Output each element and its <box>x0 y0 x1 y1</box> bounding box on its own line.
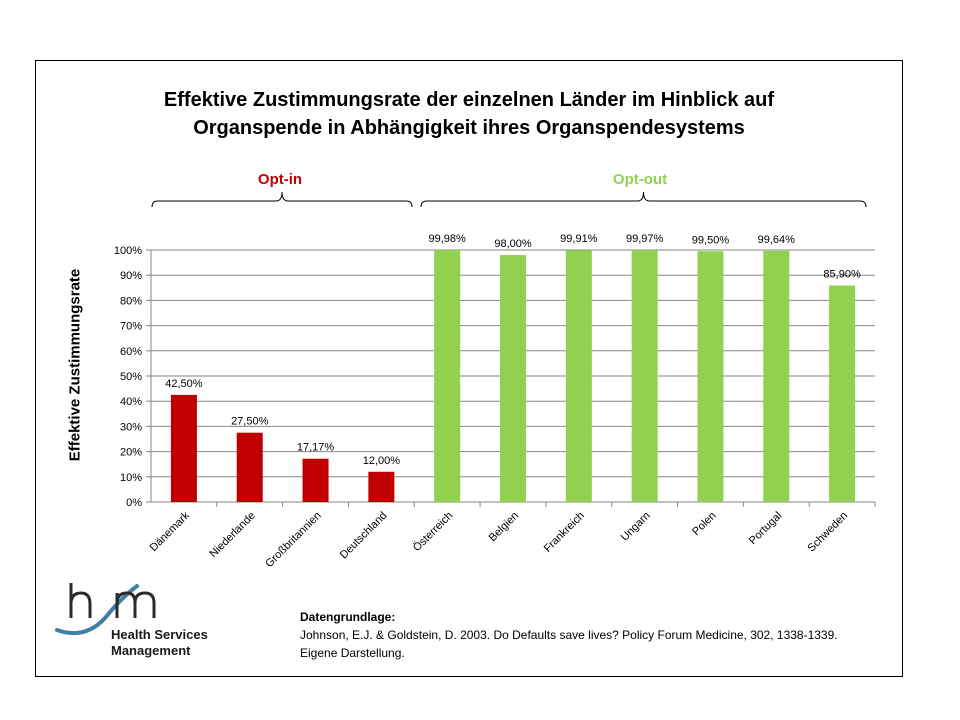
y-tick-label: 20% <box>120 447 142 459</box>
bar-Niederlande <box>236 432 263 502</box>
x-tick-label: Ungarn <box>619 510 653 544</box>
x-tick-label: Niederlande <box>207 510 257 560</box>
data-label: 99,50% <box>692 234 730 246</box>
logo-text: Health Services Management <box>111 627 208 659</box>
y-tick-label: 0% <box>126 497 142 509</box>
y-tick-label: 60% <box>120 346 142 358</box>
y-tick-label: 80% <box>120 295 142 307</box>
data-label: 98,00% <box>494 238 532 250</box>
data-label: 99,91% <box>560 233 598 245</box>
bar-Österreich <box>434 250 461 502</box>
data-label: 99,97% <box>626 233 664 245</box>
source-note: Datengrundlage: Johnson, E.J. & Goldstei… <box>300 608 838 662</box>
x-tick-label: Großbritannien <box>263 510 323 570</box>
logo-text-line-2: Management <box>111 643 191 658</box>
chart-title-line-1: Effektive Zustimmungsrate der einzelnen … <box>163 89 775 111</box>
bar-Frankreich <box>565 250 592 502</box>
data-label: 42,50% <box>165 378 203 390</box>
bar-Polen <box>697 251 724 502</box>
chart-title: Effektive Zustimmungsrate der einzelnen … <box>35 86 903 142</box>
data-label: 12,00% <box>363 455 401 467</box>
data-label: 85,90% <box>823 269 861 281</box>
brace-opt-out <box>420 191 867 208</box>
y-tick-label: 40% <box>120 396 142 408</box>
bar-Ungarn <box>631 250 658 502</box>
data-label: 17,17% <box>297 442 335 454</box>
x-tick-label: Portugal <box>747 510 784 547</box>
bar-Portugal <box>763 250 790 502</box>
bar-Deutschland <box>368 471 395 502</box>
source-citation: Johnson, E.J. & Goldstein, D. 2003. Do D… <box>300 628 838 642</box>
y-tick-label: 30% <box>120 421 142 433</box>
hsm-logo-mark <box>55 583 156 635</box>
x-tick-label: Österreich <box>411 510 455 554</box>
hsm-logo <box>55 583 156 635</box>
x-tick-label: Schweden <box>805 510 850 555</box>
x-tick-label: Deutschland <box>338 510 390 562</box>
y-tick-label: 90% <box>120 270 142 282</box>
x-tick-label: Dänemark <box>148 509 193 554</box>
x-tick-label: Belgien <box>487 510 521 544</box>
logo-text-line-1: Health Services <box>111 627 208 642</box>
bar-Dänemark <box>170 394 197 502</box>
data-label: 99,98% <box>429 233 467 245</box>
chart-title-line-2: Organspende in Abhängigkeit ihres Organs… <box>193 117 745 139</box>
x-tick-label: Frankreich <box>542 510 587 555</box>
y-tick-label: 50% <box>120 371 142 383</box>
y-tick-label: 10% <box>120 472 142 484</box>
y-tick-label: 70% <box>120 321 142 333</box>
bar-Großbritannien <box>302 458 329 502</box>
bar-Belgien <box>500 255 526 502</box>
group-label-opt-in: Opt-in <box>257 171 303 188</box>
brace-opt-in <box>151 191 413 208</box>
y-tick-label: 100% <box>114 245 142 257</box>
x-tick-label: Polen <box>690 510 718 538</box>
source-heading: Datengrundlage: <box>300 610 396 624</box>
data-label: 27,50% <box>231 416 269 428</box>
group-label-opt-out: Opt-out <box>612 171 668 188</box>
source-note-line: Eigene Darstellung. <box>300 646 405 660</box>
bar-Schweden <box>829 285 856 502</box>
data-label: 99,64% <box>758 234 796 246</box>
slide-frame <box>35 60 903 677</box>
